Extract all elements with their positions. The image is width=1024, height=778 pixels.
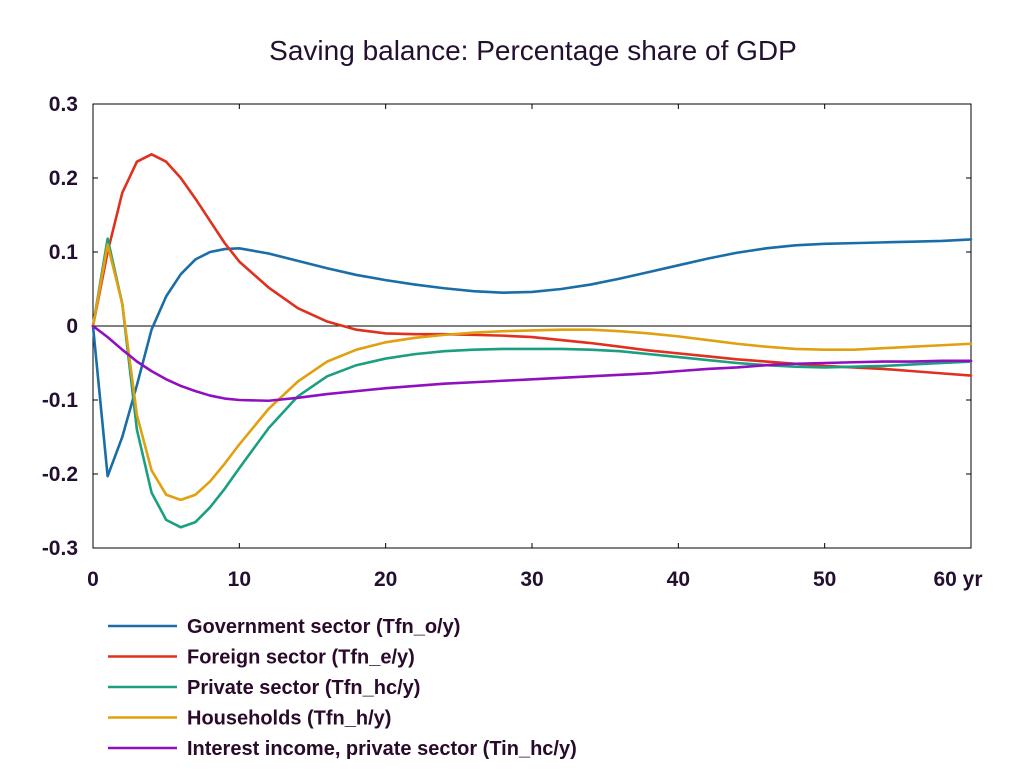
- series-line-1: [91, 238, 973, 478]
- legend-label-2: Foreign sector (Tfn_e/y): [187, 647, 415, 669]
- x-tick-label: 60 yr: [933, 568, 982, 591]
- y-tick-label: 0: [66, 315, 78, 338]
- x-tick-label: 10: [228, 568, 251, 591]
- y-tick-label: 0.3: [49, 93, 78, 116]
- y-tick-label: -0.1: [42, 389, 79, 412]
- legend-label-1: Government sector (Tfn_o/y): [187, 616, 460, 638]
- x-tick-label: 20: [374, 568, 397, 591]
- x-tick-label: 50: [813, 568, 836, 591]
- x-tick-label: 30: [520, 568, 543, 591]
- y-tick-label: 0.2: [49, 167, 78, 190]
- y-tick-label: -0.2: [42, 463, 78, 486]
- chart-title: Saving balance: Percentage share of GDP: [269, 35, 797, 66]
- legend-label-4: Households (Tfn_h/y): [187, 708, 391, 730]
- legend: Government sector (Tfn_o/y) Foreign secto…: [108, 616, 577, 760]
- x-tick-label: 0: [87, 568, 99, 591]
- y-tick-label: 0.1: [49, 241, 79, 264]
- axis-ticks: 0.3 0.2 0.1 0 -0.1 -0.2 -0.3 0 10 20 30 40 50 60 yr: [42, 93, 983, 591]
- series-line-2: [91, 153, 973, 377]
- x-tick-label: 40: [667, 568, 690, 591]
- legend-label-5: Interest income, private sector (Tin_hc/…: [187, 738, 577, 760]
- legend-label-3: Private sector (Tfn_hc/y): [187, 677, 420, 699]
- series-line-3: [91, 237, 973, 529]
- series-line-4: [91, 243, 973, 502]
- y-tick-label: -0.3: [42, 537, 78, 560]
- series-line-5: [91, 324, 973, 403]
- series-lines: [91, 153, 973, 529]
